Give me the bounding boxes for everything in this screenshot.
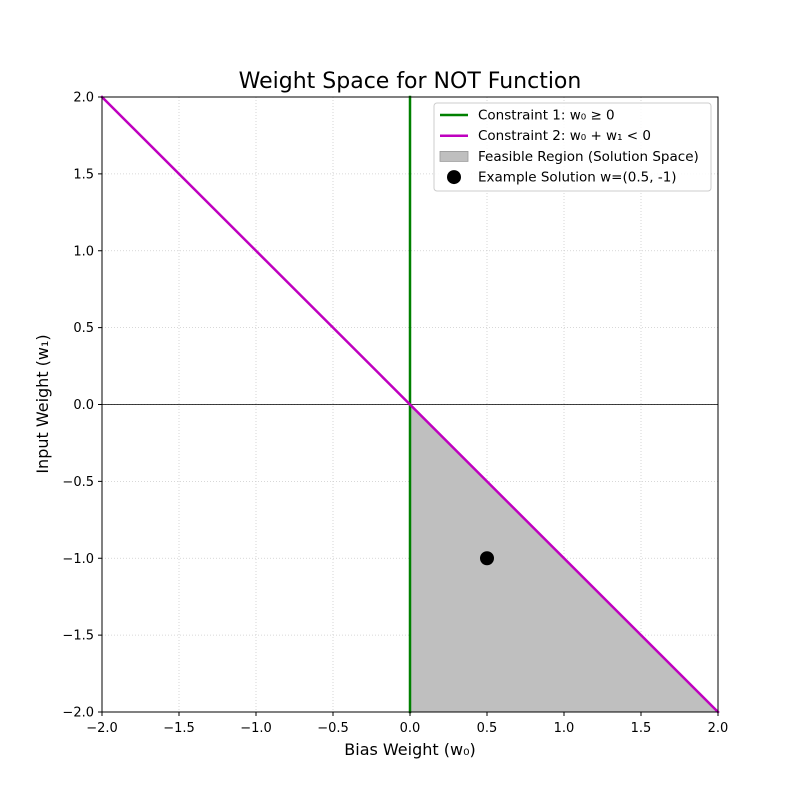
example-solution-point <box>480 551 494 566</box>
constraint-line-2 <box>100 95 720 714</box>
y-tick-label: −1.0 <box>62 552 94 567</box>
x-tick-label: −2.0 <box>86 721 118 736</box>
legend-area-swatch <box>439 150 469 162</box>
point-layer <box>480 551 494 566</box>
y-tick-label: 0.0 <box>73 398 94 413</box>
y-tick-label: 2.0 <box>73 91 94 106</box>
legend-entry-label: Constraint 1: w₀ ≥ 0 <box>478 108 615 124</box>
y-tick-label: −1.5 <box>62 629 94 644</box>
y-axis-label: Input Weight (w₁) <box>33 334 52 473</box>
y-tick-label: 1.0 <box>73 244 94 259</box>
x-tick-label: 0.0 <box>400 721 421 736</box>
x-tick-label: 2.0 <box>708 721 729 736</box>
y-tick-label: 0.5 <box>73 321 94 336</box>
tick-layer: −2.0 −1.5 −1.0 −0.5 0.0 0.5 1.0 1.5 2.0 −2.0 −1.5 −… <box>62 91 728 737</box>
x-tick-label: −1.0 <box>240 721 272 736</box>
y-tick-label: 1.5 <box>73 167 94 182</box>
x-tick-label: 1.0 <box>554 721 575 736</box>
series-layer <box>100 95 720 714</box>
legend-entry-label: Feasible Region (Solution Space) <box>478 149 699 165</box>
x-axis-label: Bias Weight (w₀) <box>344 740 475 759</box>
x-tick-label: 1.5 <box>631 721 652 736</box>
x-tick-label: −0.5 <box>317 721 349 736</box>
legend-entry-label: Example Solution w=(0.5, -1) <box>478 170 677 186</box>
x-tick-label: −1.5 <box>163 721 195 736</box>
legend: Constraint 1: w₀ ≥ 0 Constraint 2: w₀ + w… <box>433 102 712 192</box>
y-tick-label: −2.0 <box>62 706 94 721</box>
x-tick-label: 0.5 <box>477 721 498 736</box>
legend-entry-label: Constraint 2: w₀ + w₁ < 0 <box>478 128 651 144</box>
legend-box <box>433 102 712 192</box>
y-tick-label: −0.5 <box>62 475 94 490</box>
chart-title: Weight Space for NOT Function <box>239 69 582 94</box>
legend-point-swatch <box>447 170 461 185</box>
